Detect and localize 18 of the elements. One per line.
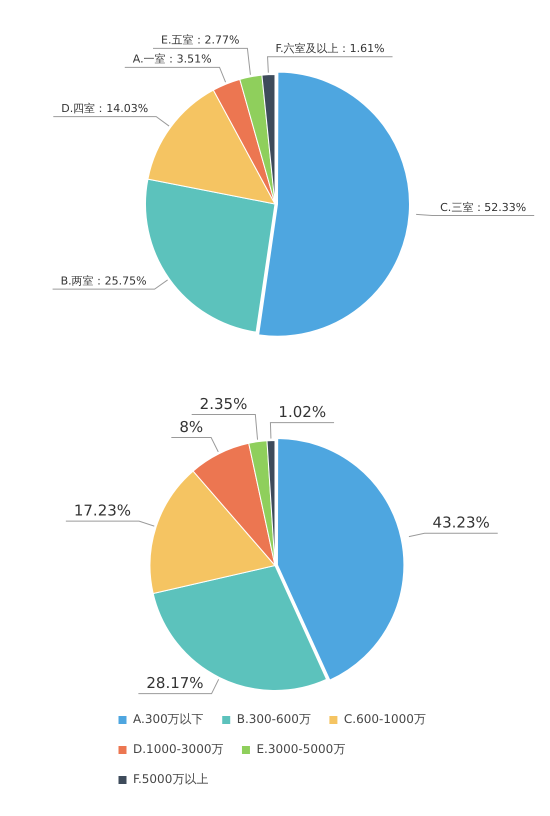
data-label: 2.35%: [200, 394, 248, 413]
data-label: 43.23%: [432, 514, 490, 532]
data-label: 8%: [179, 418, 204, 436]
legend-label: D.1000-3000万: [133, 742, 224, 756]
data-label: 28.17%: [146, 674, 204, 692]
data-label: 1.02%: [278, 402, 326, 421]
legend-label: E.3000-5000万: [256, 742, 346, 756]
slice-label: F.六室及以上：1.61%: [276, 42, 385, 56]
slice-label: D.四室：14.03%: [61, 102, 148, 115]
slice-label: B.两室：25.75%: [60, 274, 147, 288]
slice-label: C.三室：52.33%: [440, 200, 526, 214]
legend-label: F.5000万以上: [133, 772, 208, 786]
legend-label: B.300-600万: [236, 712, 311, 726]
slice-label: E.五室：2.77%: [161, 34, 240, 47]
legend-label: A.300万以下: [133, 712, 204, 726]
slice-label: A.一室：3.51%: [132, 52, 212, 66]
legend-label: C.600-1000万: [344, 712, 426, 726]
data-label: 17.23%: [74, 502, 132, 520]
